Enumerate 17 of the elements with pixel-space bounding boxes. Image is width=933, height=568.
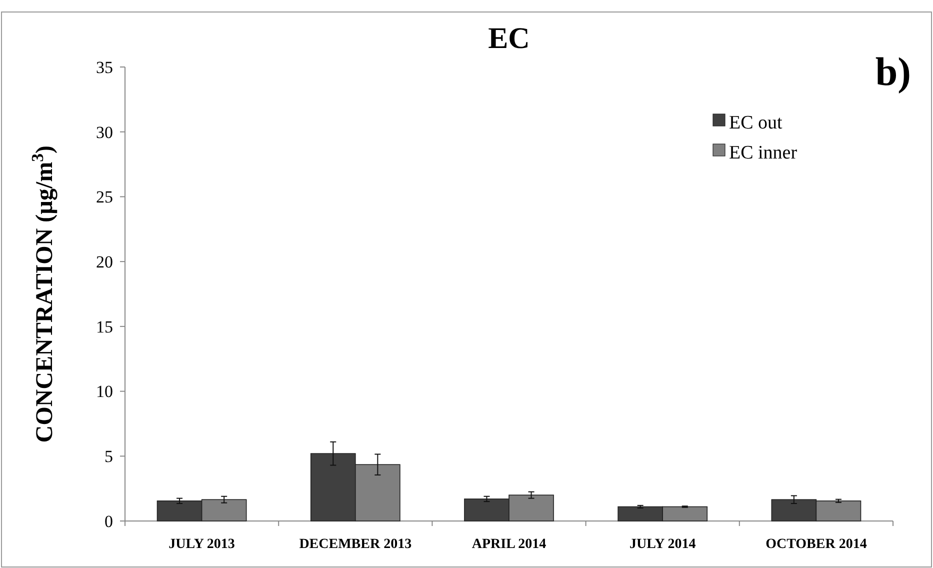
x-tick-label: JULY 2014 [629,537,696,552]
y-tick-label: 20 [96,252,113,272]
x-tick-label: DECEMBER 2013 [299,537,412,552]
annotation: b) [875,49,911,94]
y-tick-label: 10 [96,382,113,402]
y-tick-label: 15 [96,317,113,336]
x-tick-label: OCTOBER 2014 [766,537,867,552]
x-tick-label: APRIL 2014 [472,537,546,552]
x-tick-label: JULY 2013 [168,537,235,552]
chart-title: EC [488,22,530,55]
y-tick-label: 25 [96,188,113,207]
legend-label: EC out [729,112,784,134]
legend-label: EC inner [729,142,798,164]
y-tick-label: 30 [96,122,113,142]
y-tick-label: 5 [104,447,113,466]
y-tick-label: 0 [104,512,113,531]
y-tick-label: 35 [96,58,113,77]
